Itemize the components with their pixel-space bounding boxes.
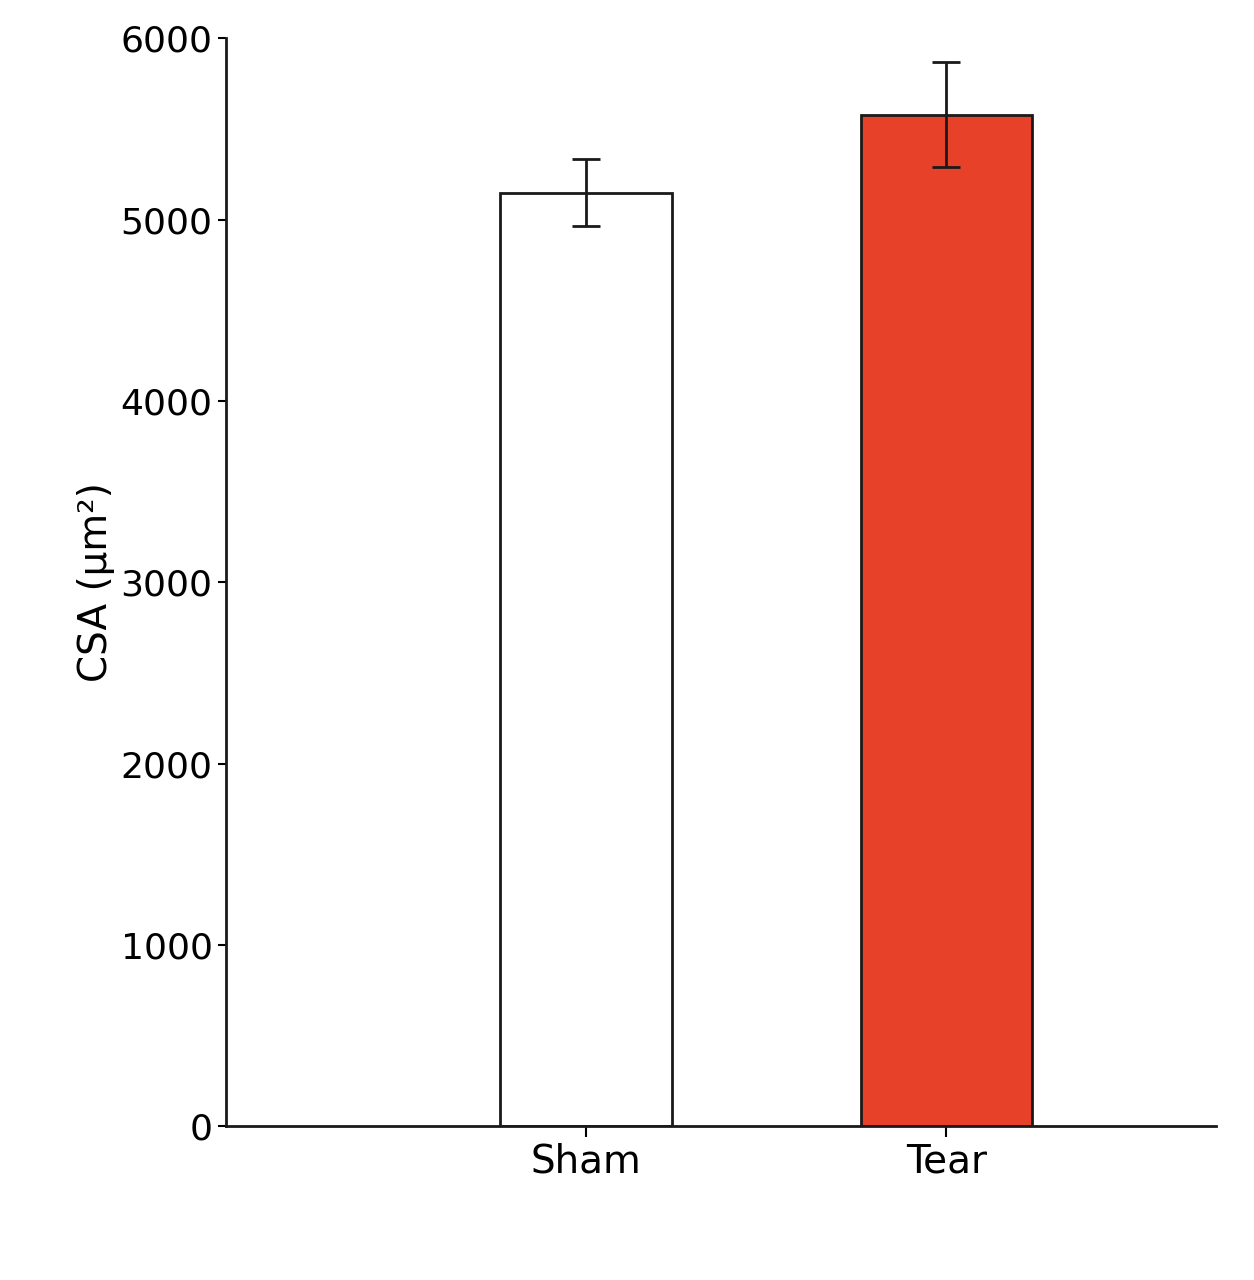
Y-axis label: CSA (μm²): CSA (μm²) xyxy=(76,483,115,682)
Bar xyxy=(860,115,1032,1126)
Bar xyxy=(500,192,672,1126)
